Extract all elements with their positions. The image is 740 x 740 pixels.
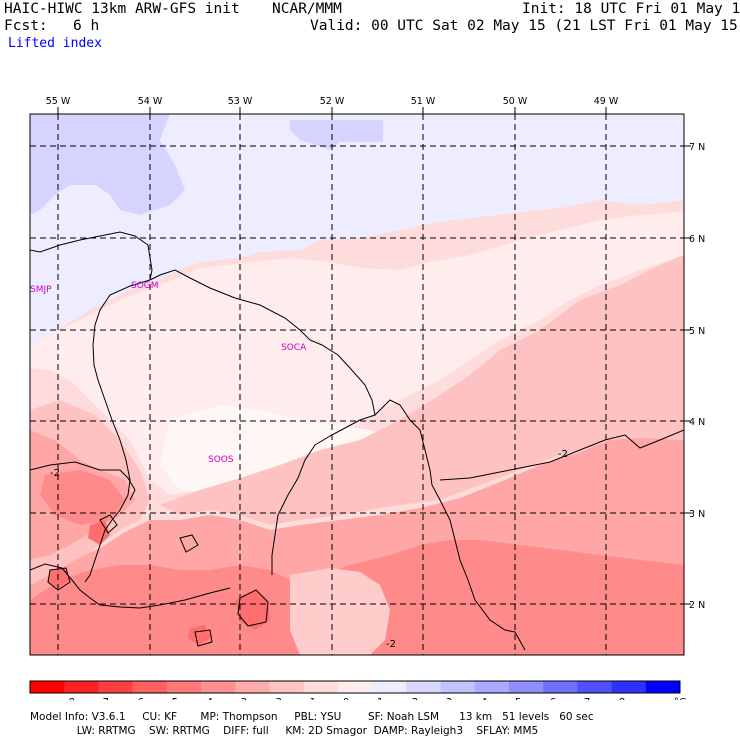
colorbar-swatch	[201, 681, 236, 693]
colorbar-swatch	[132, 681, 168, 693]
fcst-label: Fcst:	[4, 18, 48, 34]
cb-tick-5: 5	[515, 697, 521, 700]
colorbar-swatch	[474, 681, 510, 693]
lat-label-7n: 7 N	[689, 142, 705, 153]
init-time: Init: 18 UTC Fri 01 May 15	[522, 1, 740, 17]
latlon-grid	[30, 114, 684, 655]
station-sogm: SOGM	[131, 281, 159, 291]
colorbar-swatch	[440, 681, 476, 693]
cb-tick-m4: -4	[203, 697, 213, 700]
cb-tick-m1: -1	[306, 697, 316, 700]
colorbar-swatch	[98, 681, 133, 693]
cb-tick-2: 2	[412, 697, 418, 700]
colorbar-swatch	[235, 681, 270, 693]
cb-tick-m7: -7	[99, 697, 109, 700]
lon-label-49w: 49 W	[594, 96, 619, 107]
colorbar-swatch	[543, 681, 578, 693]
fcst-value: 6 h	[73, 18, 100, 34]
lon-label-51w: 51 W	[411, 96, 436, 107]
colorbar-swatch	[64, 681, 99, 693]
contour-label-east: -2	[558, 449, 568, 460]
valid-time: Valid: 00 UTC Sat 02 May 15 (21 LST Fri …	[310, 18, 740, 34]
colorbar-swatch	[508, 681, 544, 693]
station-soos: SOOS	[208, 455, 234, 465]
lat-label-2n: 2 N	[689, 600, 705, 611]
cb-tick-3: 3	[446, 697, 452, 700]
colorbar	[29, 680, 681, 694]
station-soca: SOCA	[281, 343, 307, 353]
lon-label-50w: 50 W	[503, 96, 528, 107]
model-info-line2: LW: RRTMG SW: RRTMG DIFF: full KM: 2D Sm…	[30, 725, 539, 737]
field-name: Lifted index	[8, 36, 102, 51]
colorbar-swatch	[269, 681, 304, 693]
contour-lines	[30, 429, 684, 647]
axis-ticks	[57, 107, 691, 605]
cb-tick-m2: -2	[272, 697, 282, 700]
map-frame	[29, 113, 685, 656]
lat-label-5n: 5 N	[689, 326, 705, 337]
colorbar-swatch	[577, 681, 612, 693]
colorbar-frame	[29, 680, 681, 694]
colorbar-swatch	[337, 681, 373, 693]
lon-label-52w: 52 W	[320, 96, 345, 107]
cb-tick-7: 7	[584, 697, 590, 700]
cb-tick-m5: -5	[168, 697, 178, 700]
lon-label-53w: 53 W	[228, 96, 253, 107]
lat-label-3n: 3 N	[689, 509, 705, 520]
station-smjp: SMJP	[30, 285, 52, 295]
cb-tick-m8: -8	[65, 697, 75, 700]
contour-label-south: -2	[386, 639, 396, 650]
model-info-line1: Model Info: V3.6.1 CU: KF MP: Thompson P…	[30, 711, 594, 723]
lon-label-54w: 54 W	[138, 96, 163, 107]
cb-tick-8: 8	[619, 697, 625, 700]
colorbar-swatch	[611, 681, 647, 693]
colorbar-swatch	[30, 681, 65, 693]
org-label: NCAR/MMM	[272, 1, 342, 17]
colorbar-swatch	[166, 681, 202, 693]
model-title: HAIC-HIWC 13km ARW-GFS init	[4, 1, 240, 17]
colorbar-swatch	[645, 681, 681, 693]
cb-tick-1: 1	[377, 697, 383, 700]
lat-label-6n: 6 N	[689, 234, 705, 245]
cb-tick-6: 6	[550, 697, 556, 700]
coastline	[30, 231, 526, 651]
lat-label-4n: 4 N	[689, 417, 705, 428]
lifted-index-fill	[30, 114, 684, 655]
colorbar-ticks: -8 -7 -6 -5 -4 -3 -2 -1 0 1 2 3 4 5 6 7 …	[65, 697, 686, 700]
cb-unit: °C	[674, 697, 686, 700]
colorbar-swatch	[303, 681, 339, 693]
cb-tick-0: 0	[343, 697, 349, 700]
cb-tick-m3: -3	[237, 697, 247, 700]
colorbar-swatch	[406, 681, 441, 693]
lon-label-55w: 55 W	[46, 96, 71, 107]
contour-label-west: -2	[50, 468, 60, 479]
cb-tick-4: 4	[481, 697, 487, 700]
cb-tick-m6: -6	[134, 697, 144, 700]
colorbar-swatch	[372, 681, 407, 693]
map-figure: 55 W 54 W 53 W 52 W 51 W 50 W 49 W 7 N 6…	[29, 96, 705, 700]
